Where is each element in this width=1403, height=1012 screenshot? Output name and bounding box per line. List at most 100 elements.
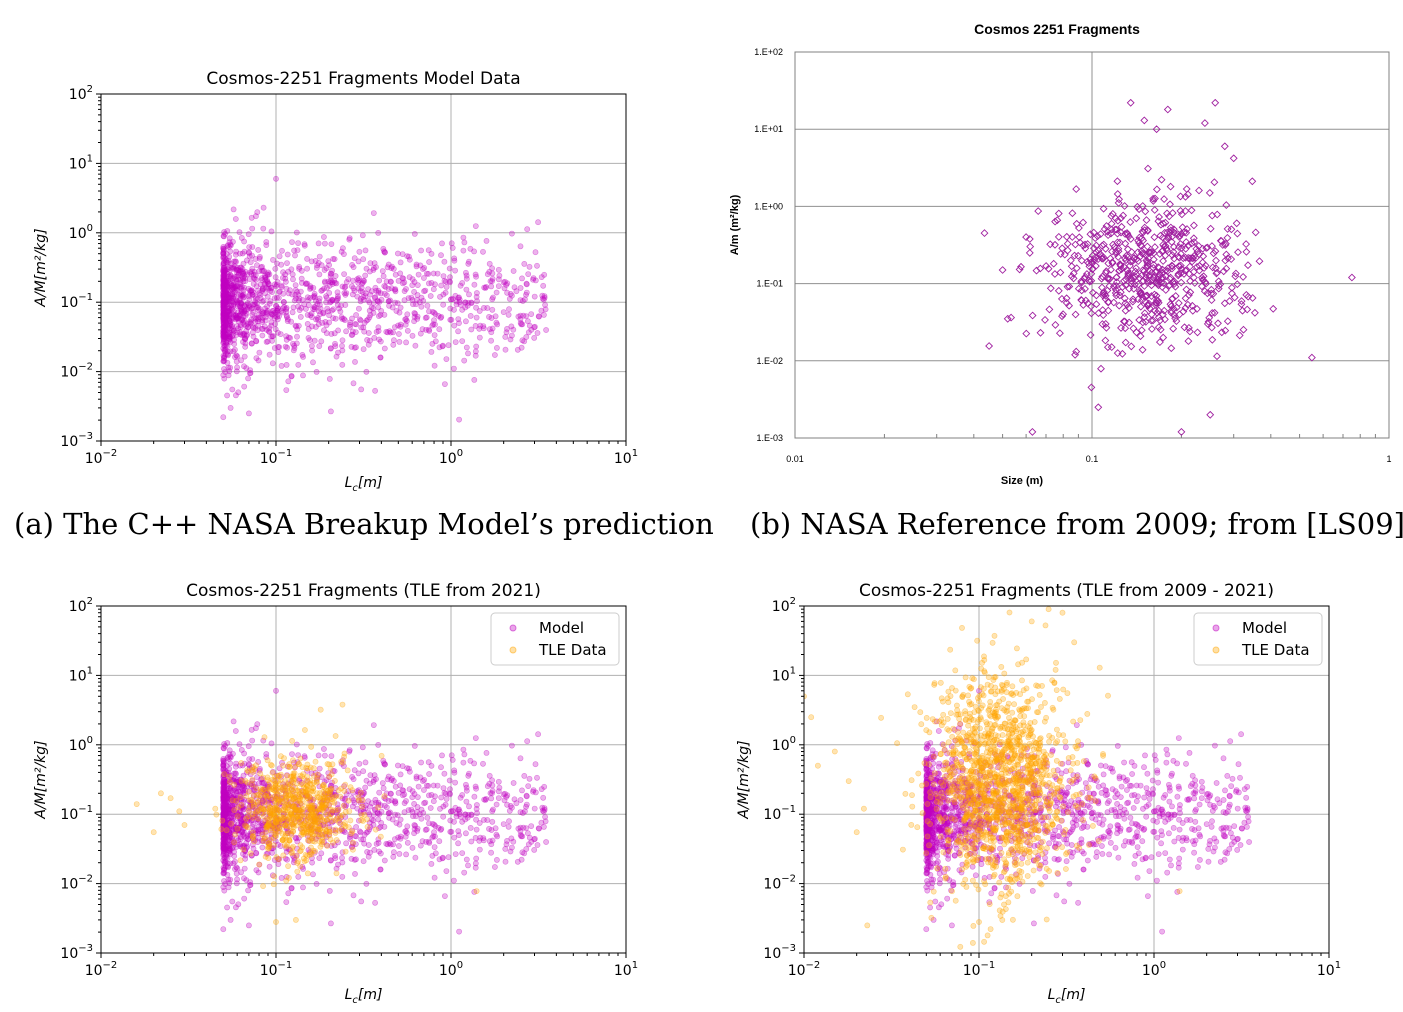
point xyxy=(230,308,237,315)
point xyxy=(297,842,304,849)
point xyxy=(1244,292,1253,301)
point xyxy=(392,286,399,293)
point xyxy=(462,269,469,276)
point xyxy=(508,292,515,299)
point xyxy=(357,829,364,836)
point xyxy=(1152,296,1161,305)
point xyxy=(1151,298,1160,307)
point xyxy=(264,271,271,278)
point xyxy=(221,287,228,293)
point xyxy=(264,790,271,797)
point xyxy=(1211,98,1220,107)
point xyxy=(335,806,342,813)
point xyxy=(237,311,244,318)
point xyxy=(307,796,314,803)
point xyxy=(519,321,526,328)
point xyxy=(227,786,234,793)
point xyxy=(221,277,228,283)
point xyxy=(540,282,547,289)
point xyxy=(1081,284,1089,293)
point xyxy=(223,793,230,800)
point xyxy=(220,274,227,281)
point xyxy=(271,295,278,302)
point xyxy=(220,761,227,768)
point xyxy=(224,860,231,867)
point xyxy=(377,802,384,809)
point xyxy=(517,312,524,319)
point xyxy=(473,293,480,300)
point xyxy=(294,288,300,295)
point xyxy=(338,314,345,320)
point xyxy=(1227,283,1236,292)
point xyxy=(341,271,347,277)
point xyxy=(506,807,513,814)
point xyxy=(235,389,242,396)
point xyxy=(467,824,474,831)
point xyxy=(310,306,317,312)
point xyxy=(221,305,228,312)
point xyxy=(273,804,280,810)
point xyxy=(221,342,228,349)
point xyxy=(283,361,290,368)
point xyxy=(413,263,420,270)
point xyxy=(447,828,454,835)
point xyxy=(505,311,512,318)
point xyxy=(226,311,233,318)
y-tick-label: 10−2 xyxy=(60,362,93,381)
point xyxy=(222,838,228,845)
point xyxy=(503,329,510,336)
point xyxy=(488,795,495,802)
point xyxy=(167,795,174,802)
point xyxy=(222,809,229,816)
point xyxy=(383,804,390,811)
point xyxy=(225,242,231,248)
point xyxy=(387,790,394,797)
point xyxy=(390,329,396,336)
point xyxy=(339,283,346,290)
point xyxy=(307,283,314,290)
point xyxy=(459,338,466,344)
point xyxy=(226,335,233,342)
point xyxy=(284,316,291,323)
point xyxy=(1214,319,1222,328)
point xyxy=(300,771,307,777)
point xyxy=(530,276,536,283)
point xyxy=(288,373,295,380)
point xyxy=(332,855,339,862)
point xyxy=(223,256,230,263)
point xyxy=(223,288,230,295)
point xyxy=(289,291,296,298)
point xyxy=(440,273,447,279)
point xyxy=(220,298,227,305)
point xyxy=(326,831,332,838)
point xyxy=(220,301,227,308)
point xyxy=(326,319,332,326)
point xyxy=(375,804,381,811)
point xyxy=(238,812,245,818)
point xyxy=(237,303,244,309)
point xyxy=(521,338,528,345)
point xyxy=(390,853,397,860)
point xyxy=(1050,270,1059,278)
point xyxy=(308,343,315,349)
point xyxy=(224,815,231,822)
point xyxy=(1156,325,1165,334)
point xyxy=(392,783,399,790)
point xyxy=(542,818,549,825)
point xyxy=(1087,383,1096,392)
point xyxy=(489,787,496,794)
point xyxy=(486,268,493,275)
point xyxy=(240,270,247,277)
point xyxy=(349,773,355,780)
point xyxy=(451,306,457,313)
y-tick-label: 102 xyxy=(69,84,93,103)
point xyxy=(372,387,378,394)
point xyxy=(245,293,252,300)
point xyxy=(230,265,237,272)
point xyxy=(301,241,308,248)
point xyxy=(245,375,251,382)
point xyxy=(241,308,248,315)
point xyxy=(1117,222,1126,231)
point xyxy=(253,304,260,311)
point xyxy=(1155,213,1164,221)
